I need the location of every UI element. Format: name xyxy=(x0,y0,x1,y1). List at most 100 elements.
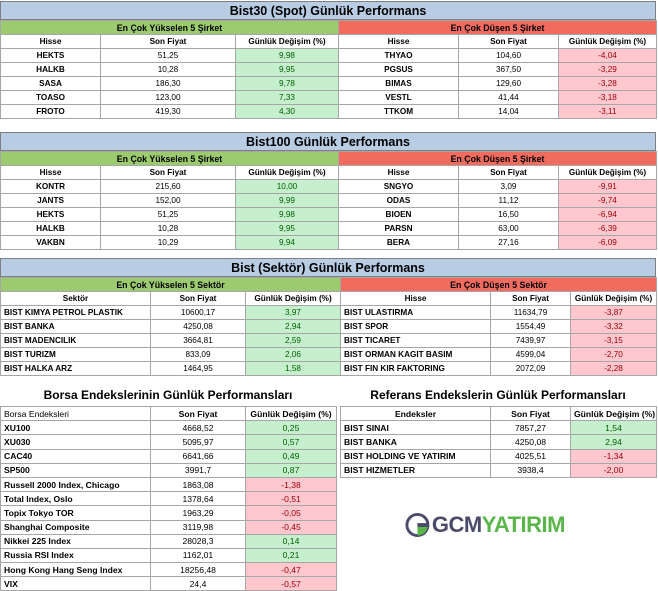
change-cell: -3,29 xyxy=(558,62,657,77)
change-cell: -0,47 xyxy=(245,562,337,578)
stock-name: BIST BANKA xyxy=(0,319,151,334)
change-cell: -3,11 xyxy=(558,104,657,119)
stock-name: BIST FIN KIR FAKTORING xyxy=(340,361,492,376)
index-name: Nikkei 225 Index xyxy=(0,533,151,549)
table-row: BIST SINAI 7857,27 1,54 xyxy=(340,420,657,436)
bist30-title: Bist30 (Spot) Günlük Performans xyxy=(0,1,656,20)
price-cell: 51,25 xyxy=(100,48,236,63)
table-row: CAC40 6641,66 0,49 xyxy=(0,448,337,464)
change-cell: 9,98 xyxy=(235,48,339,63)
sector-down-header: En Çok Düşen 5 Sektör xyxy=(340,277,658,292)
table-row: BIST BANKA 4250,08 2,94 BIST SPOR 1554,49 -3,… xyxy=(0,319,658,334)
table-row: VAKBN 10,29 9,94 BERA 27,16 -6,09 xyxy=(0,235,657,250)
stock-name: HEKTS xyxy=(0,48,101,63)
change-cell: 2,94 xyxy=(244,319,342,334)
index-name: Shanghai Composite xyxy=(0,519,151,535)
price-cell: 14,04 xyxy=(458,104,559,119)
stock-name: BIST ORMAN KAGIT BASIM xyxy=(340,347,492,362)
price-cell: 28028,3 xyxy=(150,533,246,549)
index-name: SP500 xyxy=(0,462,151,478)
bist30-up-header: En Çok Yükselen 5 Şirket xyxy=(0,20,339,35)
price-cell: 7857,27 xyxy=(490,420,571,436)
change-cell: -6,39 xyxy=(558,221,657,236)
table-row: BIST HALKA ARZ 1464,95 1,58 BIST FIN KIR FA… xyxy=(0,361,658,376)
borsa-title: Borsa Endekslerinin Günlük Performanslar… xyxy=(43,388,293,402)
price-cell: 4668,52 xyxy=(150,420,246,436)
referans-panel: Referans Endekslerin Günlük Performansla… xyxy=(340,384,657,478)
change-cell: -1,34 xyxy=(570,448,657,464)
index-name: BIST BANKA xyxy=(340,434,491,450)
table-row: BIST HOLDING VE YATIRIM 4025,51 -1,34 xyxy=(340,448,657,464)
sector-panel: Bist (Sektör) Günlük Performans En Çok Y… xyxy=(0,258,658,376)
price-cell: 419,30 xyxy=(100,104,236,119)
stock-name: TTKOM xyxy=(338,104,459,119)
stock-name: JANTS xyxy=(0,193,101,208)
change-cell: -6,09 xyxy=(558,235,657,250)
index-name: Russell 2000 Index, Chicago xyxy=(0,476,151,493)
column-header: Son Fiyat xyxy=(150,405,246,422)
stock-name: BIST KIMYA PETROL PLASTIK xyxy=(0,305,151,320)
price-cell: 1464,95 xyxy=(150,361,246,376)
price-cell: 6641,66 xyxy=(150,448,246,464)
table-row: Nikkei 225 Index 28028,3 0,14 xyxy=(0,533,337,549)
change-cell: 9,99 xyxy=(235,193,339,208)
table-row: HALKB 10,28 9,95 PGSUS 367,50 -3,29 xyxy=(0,62,657,77)
column-header: Günlük Değişim (%) xyxy=(558,34,657,49)
change-cell: -3,87 xyxy=(570,305,658,320)
change-cell: -6,94 xyxy=(558,207,657,222)
table-row: Total Index, Oslo 1378,64 -0,51 xyxy=(0,491,337,507)
bist30-down-header: En Çok Düşen 5 Şirket xyxy=(338,20,657,35)
price-cell: 2072,09 xyxy=(490,361,572,376)
price-cell: 1162,01 xyxy=(150,547,246,564)
logo-globe-icon xyxy=(405,513,430,537)
column-header: Hisse xyxy=(338,34,459,49)
price-cell: 7439,97 xyxy=(490,333,572,348)
change-cell: -0,05 xyxy=(245,505,337,521)
change-cell: -2,00 xyxy=(570,462,657,478)
table-row: BIST MADENCILIK 3664,81 2,59 BIST TICARET 74… xyxy=(0,333,658,348)
stock-name: BIST HALKA ARZ xyxy=(0,361,151,376)
stock-name: BIMAS xyxy=(338,76,459,91)
change-cell: 9,95 xyxy=(235,62,339,77)
price-cell: 4250,08 xyxy=(150,319,246,334)
change-cell: 0,87 xyxy=(245,462,337,478)
price-cell: 41,44 xyxy=(458,90,559,105)
table-row: HEKTS 51,25 9,98 THYAO 104,60 -4,04 xyxy=(0,48,657,63)
change-cell: 9,95 xyxy=(235,221,339,236)
table-row: BIST KIMYA PETROL PLASTIK 10600,17 3,97 BIS… xyxy=(0,305,658,320)
table-row: Russia RSI Index 1162,01 0,21 xyxy=(0,547,337,564)
stock-name: SASA xyxy=(0,76,101,91)
price-cell: 10600,17 xyxy=(150,305,246,320)
logo-gcm-text: GCM xyxy=(431,512,482,537)
price-cell: 5095,97 xyxy=(150,434,246,450)
price-cell: 4599,04 xyxy=(490,347,572,362)
index-name: Hong Kong Hang Seng Index xyxy=(0,562,151,578)
price-cell: 4025,51 xyxy=(490,448,571,464)
change-cell: -0,57 xyxy=(245,576,337,591)
table-row: HALKB 10,28 9,95 PARSN 63,00 -6,39 xyxy=(0,221,657,236)
price-cell: 18256,48 xyxy=(150,562,246,578)
column-header: Son Fiyat xyxy=(458,34,559,49)
price-cell: 10,28 xyxy=(100,62,236,77)
price-cell: 1863,08 xyxy=(150,476,246,493)
table-row: VIX 24,4 -0,57 xyxy=(0,576,337,591)
table-row: BIST HIZMETLER 3938,4 -2,00 xyxy=(340,462,657,478)
change-cell: 0,49 xyxy=(245,448,337,464)
change-cell: 0,25 xyxy=(245,420,337,436)
index-name: Russia RSI Index xyxy=(0,547,151,564)
index-name: BIST HOLDING VE YATIRIM xyxy=(340,448,491,464)
price-cell: 16,50 xyxy=(458,207,559,222)
change-cell: 2,59 xyxy=(244,333,342,348)
table-row: SASA 186,30 9,78 BIMAS 129,60 -3,28 xyxy=(0,76,657,91)
change-cell: -3,18 xyxy=(558,90,657,105)
bist100-title: Bist100 Günlük Performans xyxy=(0,132,656,151)
logo-yatirim-text: YATIRIM xyxy=(481,512,566,537)
stock-name: BIST TURIZM xyxy=(0,347,151,362)
column-header: Son Fiyat xyxy=(490,405,571,422)
stock-name: PARSN xyxy=(338,221,459,236)
table-row: XU030 5095,97 0,57 xyxy=(0,434,337,450)
column-header: Son Fiyat xyxy=(458,165,559,180)
price-cell: 104,60 xyxy=(458,48,559,63)
referans-table: Endeksler Son Fiyat Günlük Değişim (%) B… xyxy=(340,405,657,478)
column-header: Günlük Değişim (%) xyxy=(570,291,658,306)
